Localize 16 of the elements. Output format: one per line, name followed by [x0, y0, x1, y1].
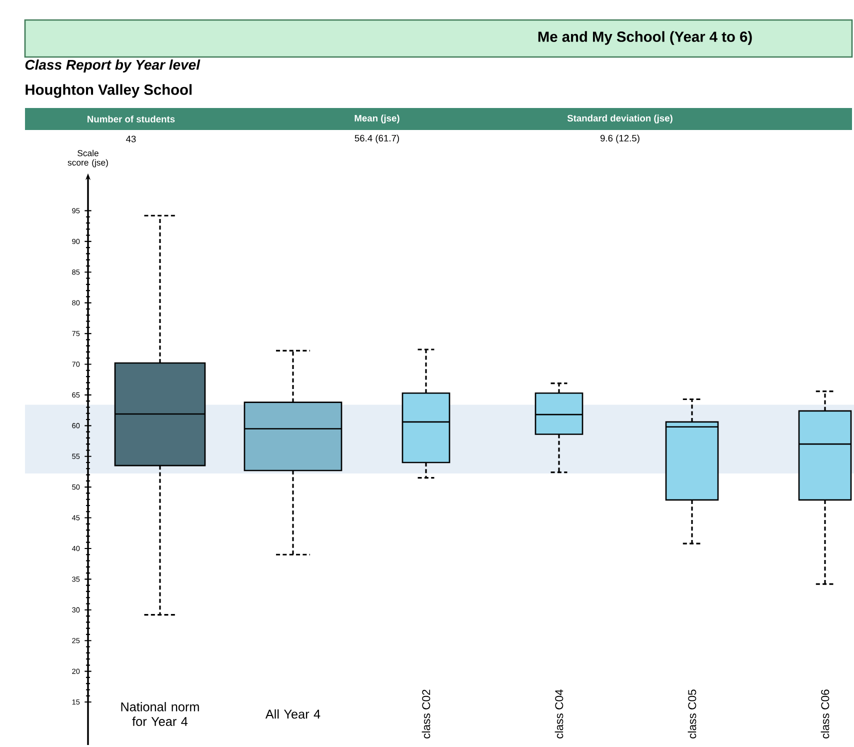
- x-tick-label: class C06: [820, 690, 830, 738]
- text: 56.4 (61.7): [354, 134, 399, 144]
- x-tick-label: class C05: [688, 690, 696, 738]
- text: Number of students: [88, 116, 175, 122]
- text: 43: [126, 136, 136, 142]
- chart-title: Me and My School (Year 4 to 6): [538, 31, 752, 45]
- x-tick-label: All Year 4: [265, 709, 320, 719]
- x-tick-label: National norm for Year 4: [121, 702, 199, 726]
- y-axis-title: Scale score (jse): [68, 150, 108, 168]
- text: Mean (jse): [354, 114, 400, 124]
- text: Standard deviation (jse): [567, 114, 672, 124]
- text: 9.6 (12.5): [600, 134, 640, 144]
- chart-subtitle: Class Report by Year level: [25, 59, 200, 73]
- x-tick-label: class C04: [554, 689, 564, 738]
- x-tick-label: class C02: [422, 690, 430, 738]
- text: Houghton Valley School: [26, 84, 192, 98]
